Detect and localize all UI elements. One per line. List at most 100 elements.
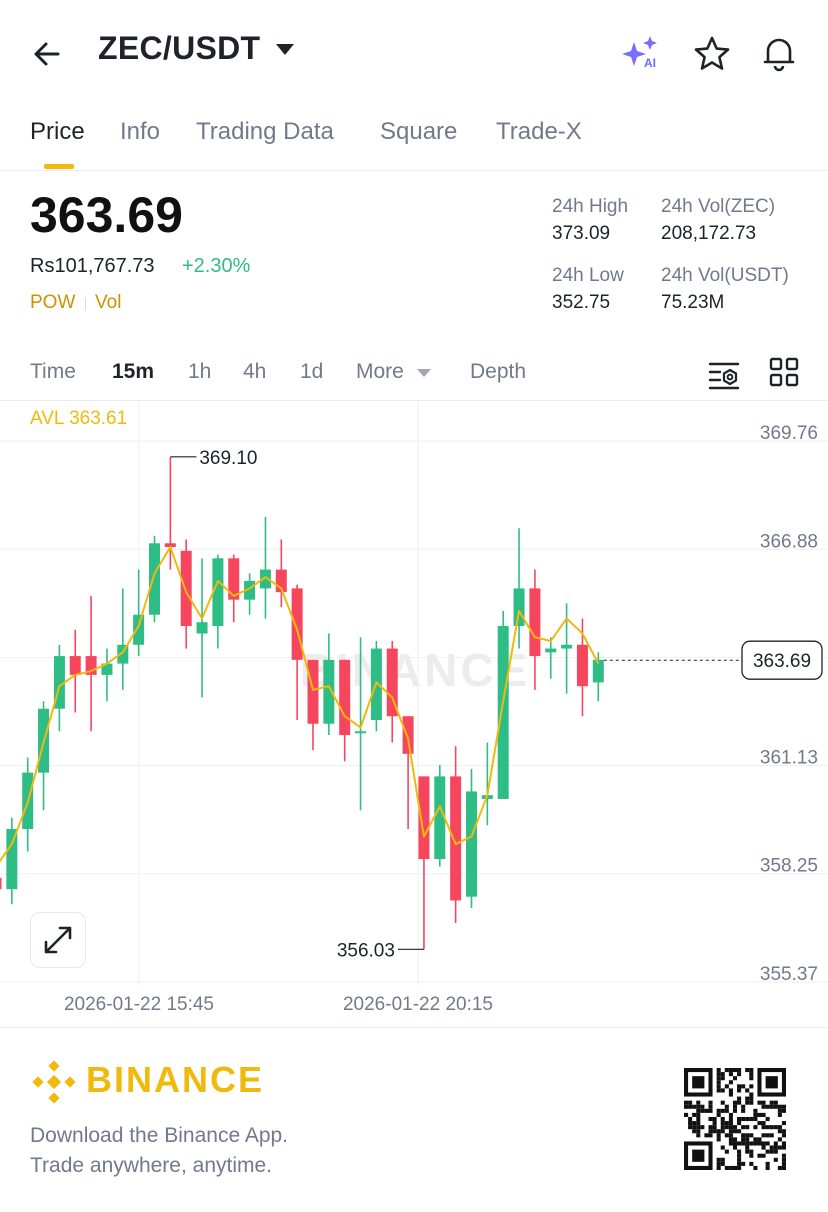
- qr-module: [712, 1129, 717, 1134]
- qr-module: [773, 1141, 778, 1146]
- qr-module: [692, 1129, 697, 1134]
- qr-module: [716, 1084, 721, 1089]
- brand-name: BINANCE: [86, 1059, 265, 1100]
- qr-module: [732, 1108, 738, 1113]
- y-axis-label: 355.37: [760, 964, 818, 985]
- tab-square[interactable]: Square: [380, 118, 458, 145]
- qr-module: [765, 1076, 778, 1089]
- candle-body: [497, 625, 509, 799]
- qr-module: [749, 1096, 754, 1101]
- qr-module: [749, 1141, 754, 1146]
- qr-module: [765, 1133, 770, 1138]
- qr-module: [688, 1121, 693, 1126]
- qr-module: [708, 1133, 713, 1138]
- qr-module: [749, 1116, 754, 1122]
- bell-notification-icon[interactable]: [758, 32, 800, 74]
- qr-module: [728, 1112, 733, 1117]
- qr-module: [781, 1165, 786, 1170]
- candle-body: [592, 659, 604, 683]
- candle-body: [244, 580, 256, 600]
- tab-info[interactable]: Info: [120, 118, 161, 145]
- candle-body: [291, 588, 303, 660]
- qr-module: [700, 1108, 705, 1113]
- fullscreen-button[interactable]: [30, 912, 86, 968]
- qr-module: [732, 1141, 738, 1146]
- last-price: 363.69: [30, 187, 183, 243]
- qr-module: [741, 1137, 746, 1142]
- vol-tag[interactable]: Vol: [95, 292, 122, 313]
- tab-trade-x[interactable]: Trade-X: [496, 118, 582, 145]
- candle-body: [53, 656, 65, 709]
- current-price-label: 363.69: [753, 651, 811, 672]
- qr-module: [737, 1161, 742, 1166]
- qr-module: [692, 1076, 705, 1089]
- favorite-star-icon[interactable]: [692, 34, 732, 74]
- qr-module: [749, 1072, 754, 1077]
- candle-body: [228, 558, 240, 600]
- pair-dropdown-caret-icon[interactable]: [276, 44, 294, 55]
- algo-tag[interactable]: POW: [30, 292, 76, 313]
- more-caret-icon[interactable]: [417, 369, 431, 377]
- qr-module: [745, 1149, 750, 1154]
- qr-module: [724, 1133, 729, 1138]
- price-change-percent: +2.30%: [182, 255, 251, 277]
- candle-body: [307, 659, 319, 724]
- qr-module: [781, 1121, 786, 1126]
- interval-15m[interactable]: 15m: [112, 360, 155, 383]
- qr-module: [696, 1121, 701, 1126]
- interval-time[interactable]: Time: [30, 360, 76, 383]
- qr-module: [712, 1121, 717, 1126]
- qr-module: [761, 1104, 766, 1109]
- back-arrow-icon[interactable]: [28, 34, 68, 74]
- qr-module: [761, 1133, 766, 1138]
- qr-module: [765, 1104, 770, 1109]
- qr-module: [745, 1096, 750, 1101]
- pair-title[interactable]: ZEC/USDT: [98, 30, 261, 66]
- layout-grid-icon[interactable]: [768, 356, 800, 388]
- qr-module: [688, 1100, 693, 1105]
- stat-label-24h-vol-quote: 24h Vol(USDT): [661, 265, 789, 286]
- qr-module: [696, 1133, 701, 1138]
- svg-text:AI: AI: [644, 56, 656, 70]
- interval-4h[interactable]: 4h: [243, 360, 267, 383]
- qr-module: [741, 1125, 746, 1130]
- qr-module: [745, 1137, 750, 1142]
- qr-module: [737, 1096, 742, 1101]
- tab-trading-data[interactable]: Trading Data: [196, 118, 334, 145]
- qr-module: [745, 1125, 750, 1130]
- binance-logo-icon: [32, 1060, 76, 1104]
- qr-module: [753, 1141, 758, 1146]
- qr-module: [716, 1133, 721, 1138]
- qr-module: [737, 1157, 742, 1162]
- qr-module: [728, 1068, 733, 1073]
- qr-module: [777, 1137, 782, 1142]
- qr-module: [724, 1121, 729, 1126]
- interval-1d[interactable]: 1d: [300, 360, 324, 383]
- expand-arrows-icon: [44, 926, 72, 954]
- qr-module: [720, 1116, 725, 1122]
- chart-settings-icon[interactable]: [706, 356, 742, 392]
- candlestick-chart[interactable]: 369.76366.88364.00361.13358.25355.372026…: [0, 400, 828, 1028]
- qr-module: [737, 1141, 742, 1146]
- interval-depth[interactable]: Depth: [470, 360, 527, 383]
- chart-canvas[interactable]: 369.76366.88364.00361.13358.25355.372026…: [0, 401, 828, 1027]
- candle-body: [133, 614, 145, 645]
- candle-body: [466, 791, 477, 897]
- qr-module: [728, 1165, 733, 1170]
- qr-module: [741, 1104, 746, 1109]
- qr-module: [720, 1088, 725, 1093]
- tab-price[interactable]: Price: [30, 118, 85, 145]
- qr-module: [737, 1153, 742, 1158]
- qr-module: [769, 1125, 774, 1130]
- qr-module: [737, 1100, 742, 1105]
- qr-module: [765, 1161, 770, 1166]
- qr-module: [749, 1076, 754, 1081]
- qr-module: [749, 1133, 754, 1138]
- qr-module: [716, 1157, 721, 1162]
- qr-module: [781, 1153, 786, 1158]
- ai-sparkle-icon[interactable]: AI: [620, 34, 666, 74]
- qr-module: [777, 1125, 782, 1130]
- qr-module: [732, 1145, 738, 1150]
- interval-1h[interactable]: 1h: [188, 360, 212, 383]
- interval-more[interactable]: More: [356, 360, 404, 383]
